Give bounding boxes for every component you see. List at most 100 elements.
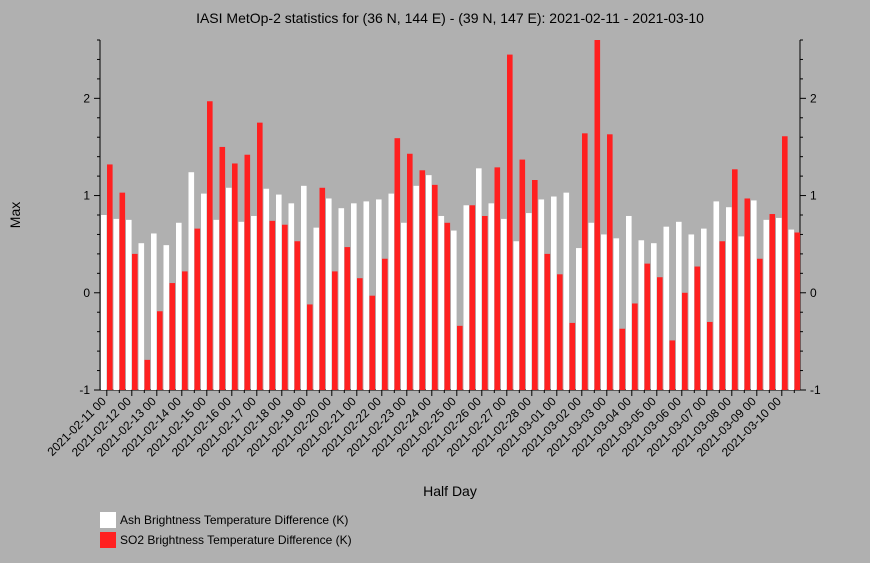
so2-bar <box>169 283 176 390</box>
ash-bar <box>638 240 645 390</box>
ash-bar <box>713 201 720 390</box>
so2-bar <box>469 205 476 390</box>
y-tick-label-right: -1 <box>810 383 821 397</box>
ash-bar <box>626 215 632 390</box>
so2-bar <box>719 241 726 390</box>
so2-bar <box>694 266 701 390</box>
so2-bar <box>557 274 563 390</box>
ash-bar <box>688 234 695 390</box>
so2-bar <box>532 180 538 390</box>
ash-bar <box>238 221 245 390</box>
ash-bar <box>351 203 357 390</box>
ash-bar <box>126 219 132 390</box>
ash-bar <box>301 185 307 390</box>
ash-bar <box>313 227 320 390</box>
ash-bar <box>163 245 170 390</box>
so2-bar <box>182 271 188 390</box>
so2-bar <box>782 136 788 390</box>
ash-bar <box>751 200 757 390</box>
ash-bar <box>326 198 332 390</box>
y-axis-label: Max <box>7 202 23 228</box>
ash-bar <box>538 199 545 390</box>
ash-bar <box>526 213 532 390</box>
so2-bar <box>657 277 663 390</box>
so2-bar <box>357 278 363 390</box>
so2-bar <box>257 122 263 390</box>
so2-bar <box>382 258 388 390</box>
ash-bar <box>513 241 520 390</box>
so2-bar <box>744 198 751 390</box>
ash-bar <box>401 222 407 390</box>
ash-bar <box>651 243 657 390</box>
so2-bar <box>507 54 513 390</box>
so2-bar <box>419 170 426 390</box>
so2-bar <box>519 159 526 390</box>
so2-bar <box>319 187 326 390</box>
ash-bar <box>438 215 445 390</box>
ash-bar <box>263 188 270 390</box>
so2-bar <box>394 138 401 390</box>
legend-label-ash: Ash Brightness Temperature Difference (K… <box>120 513 348 527</box>
ash-bar <box>551 196 557 390</box>
so2-bar <box>582 133 588 390</box>
so2-bar <box>407 153 413 390</box>
y-tick-label-right: 0 <box>810 286 817 300</box>
ash-bar <box>463 205 470 390</box>
so2-bar <box>307 304 313 390</box>
so2-bar <box>569 322 576 390</box>
ash-bar <box>113 218 120 390</box>
so2-bar <box>294 241 301 390</box>
so2-bar <box>332 271 338 390</box>
ash-bar <box>276 194 282 390</box>
ash-bar <box>151 233 157 390</box>
chart-title: IASI MetOp-2 statistics for (36 N, 144 E… <box>196 10 704 26</box>
y-tick-label: 1 <box>83 189 90 203</box>
so2-bar <box>444 222 451 390</box>
ash-bar <box>763 219 770 390</box>
ash-bar <box>476 168 482 390</box>
so2-bar <box>194 228 201 390</box>
ash-bar <box>563 192 570 390</box>
ash-bar <box>413 185 420 390</box>
y-axis-ticks: -1 -1 0 0 1 1 2 2 <box>79 39 821 397</box>
so2-bar <box>432 184 438 390</box>
ash-bar <box>726 207 732 390</box>
so2-bar <box>594 40 601 390</box>
ash-bar <box>363 201 370 390</box>
x-axis-label: Half Day <box>423 483 477 499</box>
y-tick-label: 2 <box>83 91 90 105</box>
so2-bar <box>144 359 151 390</box>
ash-bar <box>213 219 220 390</box>
ash-bar <box>188 172 195 390</box>
so2-bar <box>607 134 613 390</box>
y-tick-label: -1 <box>79 383 90 397</box>
so2-bar <box>107 164 113 390</box>
ash-bar <box>138 243 145 390</box>
so2-bar <box>457 325 463 390</box>
so2-bar <box>494 167 501 390</box>
y-tick-label-right: 1 <box>810 189 817 203</box>
so2-bar <box>794 232 801 390</box>
ash-bar <box>488 203 495 390</box>
legend-label-so2: SO2 Brightness Temperature Difference (K… <box>120 533 352 547</box>
so2-bar <box>707 321 713 390</box>
bars <box>101 40 801 390</box>
ash-bar <box>588 222 595 390</box>
ash-bar <box>788 229 795 390</box>
so2-bar <box>632 303 638 390</box>
ash-bar <box>101 215 107 390</box>
ash-bar <box>426 175 432 390</box>
so2-bar <box>269 220 276 390</box>
so2-bar <box>369 295 376 390</box>
ash-bar <box>376 199 382 390</box>
ash-bar <box>663 226 670 390</box>
ash-bar <box>338 208 345 390</box>
so2-bar <box>282 224 288 390</box>
ash-bar <box>176 222 182 390</box>
so2-bar <box>619 328 626 390</box>
so2-bar <box>682 292 688 390</box>
y-tick-label: 0 <box>83 286 90 300</box>
so2-bar <box>344 247 351 390</box>
